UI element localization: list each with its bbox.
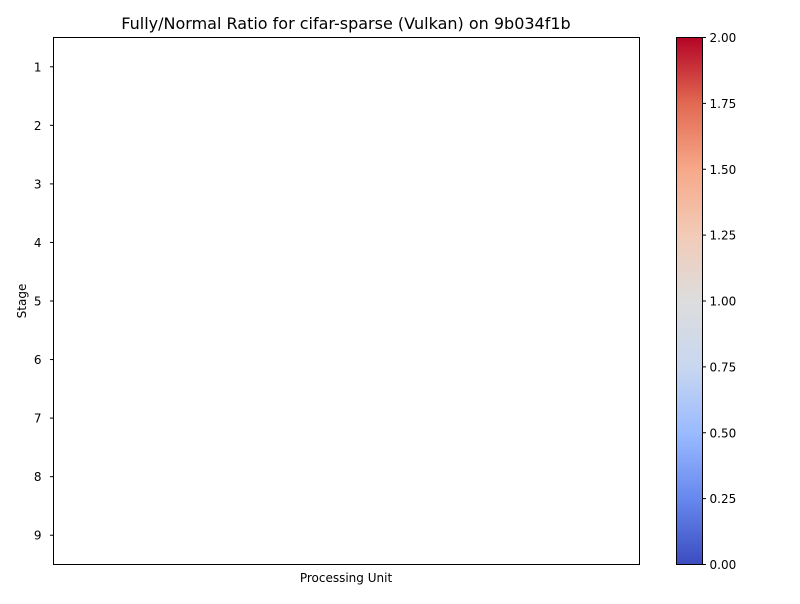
colorbar-tick-label: 0.00 [710, 558, 737, 572]
y-tick-label: 8 [34, 470, 42, 484]
colorbar-tick-label: 1.00 [710, 295, 737, 309]
y-tick-label: 3 [34, 177, 42, 191]
y-tick-label: 5 [34, 295, 42, 309]
y-tick-label: 1 [34, 60, 42, 74]
x-axis-label: Processing Unit [300, 571, 393, 585]
colorbar-tick-label: 0.50 [710, 426, 737, 440]
colorbar-tick-label: 1.25 [710, 229, 737, 243]
chart-title: Fully/Normal Ratio for cifar-sparse (Vul… [121, 14, 570, 33]
colorbar-tick-label: 0.75 [710, 360, 737, 374]
plot-area [53, 37, 640, 565]
y-axis: 1 2 3 4 5 6 7 8 9 [34, 60, 54, 543]
colorbar-axis: 0.00 0.25 0.50 0.75 1.00 1.25 1.50 1.75 2.00 [702, 31, 737, 572]
colorbar-tick-label: 1.50 [710, 163, 737, 177]
y-tick-label: 9 [34, 529, 42, 543]
colorbar-tick-label: 1.75 [710, 97, 737, 111]
y-tick-label: 2 [34, 119, 42, 133]
y-axis-label: Stage [15, 284, 29, 319]
colorbar-tick-label: 2.00 [710, 31, 737, 45]
colorbar [676, 37, 703, 565]
y-tick-label: 7 [34, 412, 42, 426]
colorbar-tick-label: 0.25 [710, 492, 737, 506]
y-tick-label: 6 [34, 353, 42, 367]
y-tick-label: 4 [34, 236, 42, 250]
